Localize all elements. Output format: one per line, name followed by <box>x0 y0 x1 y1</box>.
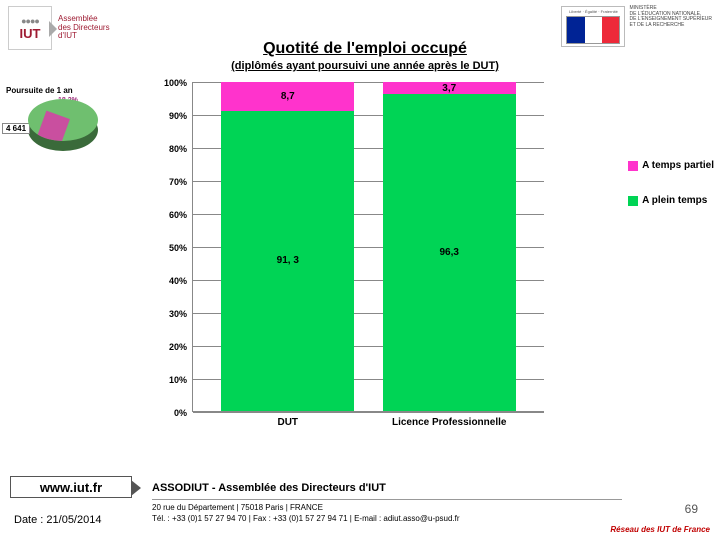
pie-count: 4 641 <box>2 123 30 134</box>
y-tick-label: 20% <box>169 342 187 352</box>
y-tick-label: 30% <box>169 309 187 319</box>
plot-area: 0%10%20%30%40%50%60%70%80%90%100%91, 38,… <box>192 82 544 412</box>
y-tick-label: 80% <box>169 144 187 154</box>
iut-text: IUT <box>20 26 41 41</box>
x-tick-label: Licence Professionnelle <box>383 417 516 428</box>
y-tick-label: 70% <box>169 177 187 187</box>
y-tick-label: 100% <box>164 78 187 88</box>
title-block: Quotité de l'emploi occupé (diplômés aya… <box>175 40 555 72</box>
page-title: Quotité de l'emploi occupé <box>175 40 555 58</box>
assodiut-label: ASSODIUT - Assemblée des Directeurs d'IU… <box>152 482 386 494</box>
bar: 96,33,7 <box>383 82 516 411</box>
date-label: Date : 21/05/2014 <box>14 514 101 526</box>
y-tick-label: 50% <box>169 243 187 253</box>
mini-pie-chart: 18,2% 4 641 <box>28 99 108 163</box>
bar-segment-plein: 96,3 <box>383 94 516 411</box>
y-tick-label: 0% <box>174 408 187 418</box>
y-tick-label: 90% <box>169 111 187 121</box>
y-tick-label: 10% <box>169 375 187 385</box>
gov-logo-block: Liberté · Égalité · Fraternité MINISTÈRE… <box>561 6 712 47</box>
iut-logo-box: ●●●● IUT <box>8 6 52 50</box>
legend-item: A temps partiel <box>628 160 714 171</box>
y-tick-label: 40% <box>169 276 187 286</box>
addr1: 20 rue du Département | 75018 Paris | FR… <box>152 503 460 513</box>
footer: www.iut.fr Date : 21/05/2014 ASSODIUT - … <box>0 470 720 540</box>
legend: A temps partiel A plein temps <box>628 160 714 230</box>
bar: 91, 38,7 <box>221 82 354 411</box>
legend-swatch <box>628 161 638 171</box>
x-tick-label: DUT <box>221 417 354 428</box>
page-number: 69 <box>685 502 698 516</box>
legend-swatch <box>628 196 638 206</box>
side-panel: Poursuite de 1 an 18,2% 4 641 <box>6 86 136 163</box>
website-button[interactable]: www.iut.fr <box>10 476 132 498</box>
address-block: 20 rue du Département | 75018 Paris | FR… <box>152 503 460 524</box>
bar-chart: 0%10%20%30%40%50%60%70%80%90%100%91, 38,… <box>148 82 568 434</box>
assemblee-text: Assemblée des Directeurs d'IUT <box>58 15 110 41</box>
legend-label: A plein temps <box>642 195 707 206</box>
legend-item: A plein temps <box>628 195 714 206</box>
y-tick-label: 60% <box>169 210 187 220</box>
legend-label: A temps partiel <box>642 160 714 171</box>
logo-iut: ●●●● IUT Assemblée des Directeurs d'IUT <box>8 6 110 50</box>
bar-segment-partiel: 3,7 <box>383 82 516 94</box>
addr2: Tél. : +33 (0)1 57 27 94 70 | Fax : +33 … <box>152 514 460 524</box>
ministere-text: MINISTÈRE DE L'ÉDUCATION NATIONALE, DE L… <box>629 6 712 28</box>
bar-segment-plein: 91, 3 <box>221 111 354 411</box>
bar-segment-partiel: 8,7 <box>221 82 354 111</box>
page-subtitle: (diplômés ayant poursuivi une année aprè… <box>175 60 555 72</box>
poursuite-label: Poursuite de 1 an <box>6 86 136 95</box>
french-flag-icon <box>566 16 620 44</box>
reseau-label: Réseau des IUT de France <box>610 525 710 534</box>
